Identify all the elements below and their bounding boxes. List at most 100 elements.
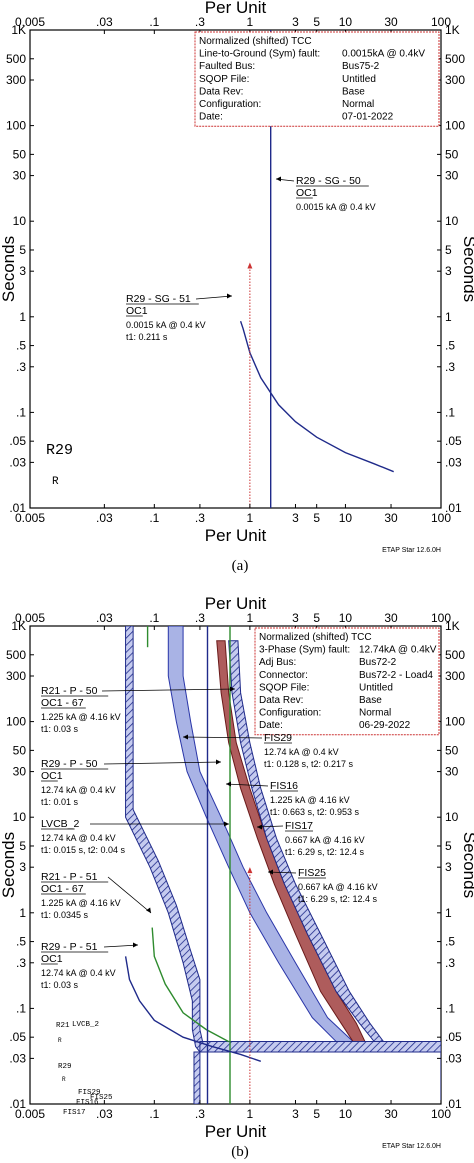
y-tick-label-left: 1 bbox=[19, 310, 26, 324]
annotation-title: FIS17 bbox=[285, 820, 313, 832]
info-box-key: Normalized (shifted) TCC bbox=[259, 632, 372, 643]
y-tick-label-right: .5 bbox=[445, 935, 455, 949]
y-tick-label-right: 300 bbox=[445, 73, 465, 87]
fault-marker-arrow-0 bbox=[247, 262, 253, 269]
annotation-detail: t1: 0.663 s, t2: 0.953 s bbox=[270, 807, 360, 817]
y-tick-label-right: 500 bbox=[445, 52, 465, 66]
x-tick-label-top: 10 bbox=[339, 611, 353, 625]
x-axis-title-bottom: Per Unit bbox=[205, 1122, 267, 1141]
y-tick-label-left: .3 bbox=[16, 956, 26, 970]
annotation-arrowhead bbox=[268, 869, 273, 875]
band-lvcb-2 bbox=[125, 626, 441, 1053]
panel-b-chart: 0.0050.005.03.03.1.1.3.31133551010303010… bbox=[0, 594, 474, 1150]
info-box-key: Faulted Bus: bbox=[199, 61, 255, 72]
y-tick-label-right: 100 bbox=[445, 119, 465, 133]
info-box-key: Adj Bus: bbox=[259, 657, 296, 668]
annotation-detail: 0.0015 kA @ 0.4 kV bbox=[296, 202, 376, 212]
x-tick-label-bottom: 100 bbox=[431, 1107, 451, 1121]
annotation-detail: t1: 0.0345 s bbox=[41, 910, 89, 920]
y-axis-title-right: Seconds bbox=[460, 832, 474, 898]
device-label: R29 bbox=[58, 1063, 72, 1071]
x-tick-label-bottom: 0.005 bbox=[15, 1107, 45, 1121]
x-tick-label-bottom: 1 bbox=[247, 1107, 254, 1121]
annotation-detail: 0.667 kA @ 4.16 kV bbox=[285, 835, 365, 845]
annotation-detail: t1: 0.128 s, t2: 0.217 s bbox=[264, 759, 354, 769]
info-box bbox=[194, 31, 440, 127]
y-tick-label-left: 1K bbox=[11, 619, 26, 633]
info-box-key: Data Rev: bbox=[259, 695, 303, 706]
info-box-value: 0.0015kA @ 0.4kV bbox=[342, 49, 425, 60]
y-tick-label-right: .1 bbox=[445, 405, 455, 419]
annotation-title: FIS29 bbox=[264, 732, 292, 744]
x-axis-title-bottom: Per Unit bbox=[205, 526, 267, 545]
info-box-value: Bus75-2 bbox=[342, 61, 380, 72]
y-tick-label-right: .01 bbox=[445, 501, 462, 515]
fault-marker-arrow-0 bbox=[247, 867, 253, 874]
x-tick-label-top: 1 bbox=[247, 15, 254, 29]
y-tick-label-left: .01 bbox=[9, 1097, 26, 1111]
y-tick-label-left: 3 bbox=[19, 860, 26, 874]
y-tick-label-right: .03 bbox=[445, 1051, 462, 1065]
y-tick-label-left: 100 bbox=[6, 119, 26, 133]
annotation-arrowhead bbox=[227, 293, 232, 299]
x-tick-label-top: 100 bbox=[431, 15, 451, 29]
y-tick-label-left: 10 bbox=[13, 214, 27, 228]
y-tick-label-right: 1 bbox=[445, 906, 452, 920]
annotation-title: FIS25 bbox=[298, 867, 326, 879]
x-tick-label-top: 30 bbox=[384, 15, 398, 29]
annotation-leader bbox=[107, 876, 152, 914]
annotation-arrowhead bbox=[146, 907, 151, 913]
x-tick-label-top: 3 bbox=[292, 15, 299, 29]
device-label: FIS17 bbox=[63, 1109, 86, 1117]
info-box-key: Date: bbox=[199, 112, 223, 123]
x-tick-label-bottom: 5 bbox=[313, 1107, 320, 1121]
info-box-value: Bus72-2 bbox=[359, 657, 397, 668]
y-tick-label-left: .5 bbox=[16, 935, 26, 949]
annotation-title: R29 - P - 50 bbox=[41, 758, 98, 770]
device-label: R21 bbox=[56, 1022, 70, 1030]
y-tick-label-right: 1K bbox=[445, 619, 460, 633]
x-tick-label-top: 5 bbox=[313, 15, 320, 29]
y-tick-label-right: .1 bbox=[445, 1001, 455, 1015]
annotation-leader bbox=[195, 295, 233, 300]
annotation-title: R29 - SG - 50 bbox=[296, 175, 361, 187]
y-tick-label-left: 30 bbox=[13, 169, 27, 183]
annotation-detail: 0.0015 kA @ 0.4 kV bbox=[126, 320, 206, 330]
panel-a-caption: (a) bbox=[232, 558, 249, 574]
annotation-detail: 12.74 kA @ 0.4 kV bbox=[264, 747, 339, 757]
x-tick-label-top: 3 bbox=[292, 611, 299, 625]
y-tick-label-left: 500 bbox=[6, 52, 26, 66]
y-tick-label-right: 30 bbox=[445, 169, 459, 183]
x-tick-label-bottom: 30 bbox=[384, 511, 398, 525]
y-tick-label-left: 1 bbox=[19, 906, 26, 920]
annotation-arrowhead bbox=[133, 942, 138, 948]
y-tick-label-left: .05 bbox=[9, 1030, 26, 1044]
x-tick-label-top: .1 bbox=[149, 611, 159, 625]
annotation-detail: 12.74 kA @ 0.4 kV bbox=[41, 833, 116, 843]
x-tick-label-top: 1 bbox=[247, 611, 254, 625]
annotation-detail: t1: 0.01 s bbox=[41, 797, 79, 807]
y-tick-label-left: 500 bbox=[6, 648, 26, 662]
x-tick-label-top: 10 bbox=[339, 15, 353, 29]
annotation-detail: t1: 6.29 s, t2: 12.4 s bbox=[285, 847, 365, 857]
y-tick-label-right: 5 bbox=[445, 839, 452, 853]
y-tick-label-left: 100 bbox=[6, 715, 26, 729]
y-tick-label-left: .5 bbox=[16, 339, 26, 353]
x-tick-label-bottom: 5 bbox=[313, 511, 320, 525]
info-box-key: SQOP File: bbox=[259, 682, 309, 693]
annotation-detail: t1: 0.211 s bbox=[126, 332, 168, 342]
y-tick-label-right: .3 bbox=[445, 360, 455, 374]
y-tick-label-right: 500 bbox=[445, 648, 465, 662]
y-tick-label-left: 5 bbox=[19, 839, 26, 853]
annotation-title: R29 - P - 51 bbox=[41, 941, 98, 953]
y-axis-title-left: Seconds bbox=[0, 236, 18, 302]
y-axis-title-right: Seconds bbox=[460, 236, 474, 302]
y-tick-label-left: 1K bbox=[11, 23, 26, 37]
annotation-arrowhead bbox=[257, 824, 262, 830]
y-tick-label-left: .05 bbox=[9, 434, 26, 448]
y-tick-label-right: 300 bbox=[445, 669, 465, 683]
annotation-title: R21 - P - 51 bbox=[41, 871, 98, 883]
device-label: LVCB_2 bbox=[72, 1021, 99, 1029]
y-tick-label-right: 30 bbox=[445, 765, 459, 779]
y-tick-label-left: 300 bbox=[6, 73, 26, 87]
